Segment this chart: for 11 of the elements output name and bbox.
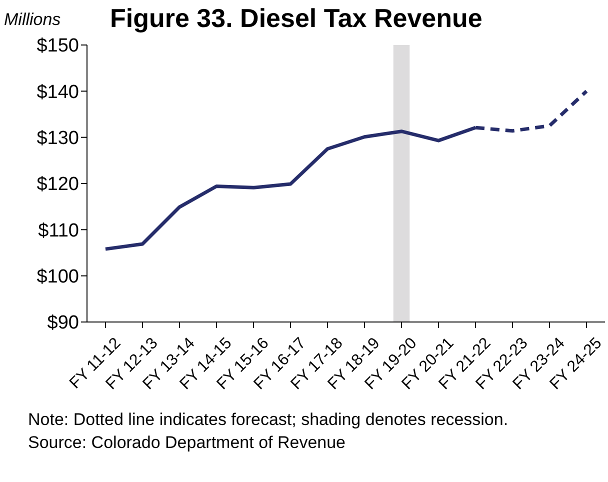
y-tick-label: $140	[36, 82, 79, 103]
y-tick-label: $100	[36, 266, 79, 288]
y-tick-label: $90	[47, 312, 79, 334]
y-tick-label: $150	[36, 36, 79, 57]
text: Note: Dotted line indicates forecast; shading denotes recession.	[28, 409, 510, 431]
source-note: Source: Colorado Department of Revenue	[28, 432, 347, 454]
y-tick-label: $110	[38, 220, 79, 242]
chart-title: Figure 33. Diesel Tax Revenue	[110, 3, 482, 34]
y-tick-label: $130	[36, 128, 79, 150]
y-axis-title: Millions	[4, 10, 61, 30]
y-tick-label: $120	[36, 174, 79, 196]
